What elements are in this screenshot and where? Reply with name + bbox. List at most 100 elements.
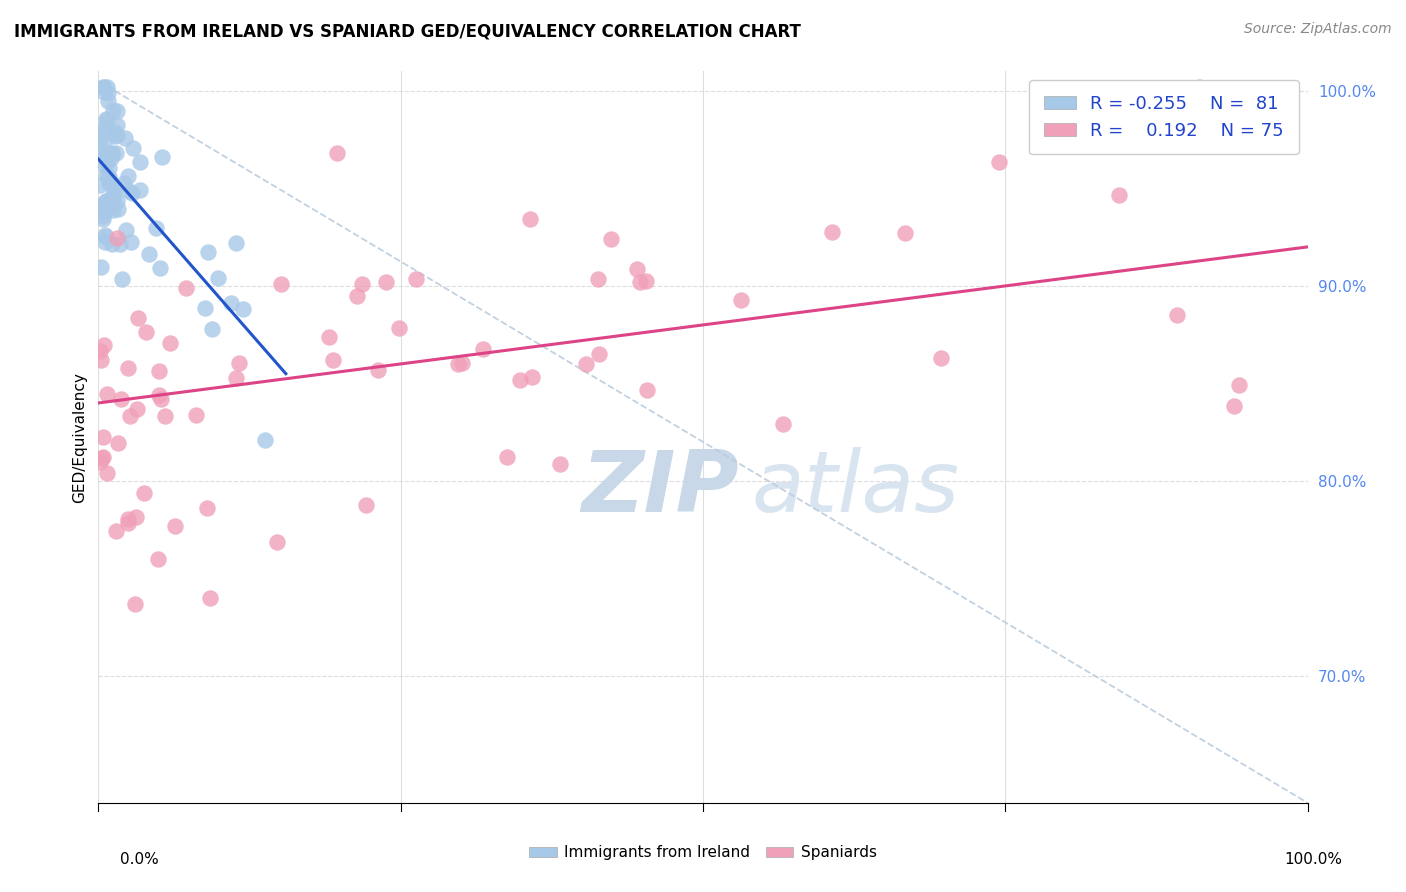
Point [94,235,117,249]
Point [104,146,127,161]
Point [120,409,142,424]
Point [103,186,125,200]
Point [820,225,842,239]
Text: atlas: atlas [751,447,959,530]
Point [96,202,118,217]
Point [1108,187,1130,202]
Point [266,535,288,549]
Point [1223,400,1246,414]
Point [135,325,157,339]
Point [107,436,129,450]
Point [97,161,120,176]
Point [254,433,277,447]
Point [93,150,115,164]
Point [98,200,121,214]
Point [117,184,139,198]
Point [89,140,111,154]
Point [96,194,118,209]
Point [588,272,610,286]
Point [97,169,120,184]
Point [91,211,114,226]
Point [148,551,170,566]
Point [96,79,118,94]
Point [94,230,117,244]
Point [114,130,136,145]
Point [115,223,138,237]
Point [93,158,115,172]
Point [101,187,124,202]
Point [148,364,170,378]
Point [153,409,176,423]
Point [772,417,794,432]
Point [96,387,118,401]
Point [93,86,115,100]
Point [107,202,129,216]
Point [626,261,648,276]
Point [101,236,124,251]
Point [322,352,344,367]
Point [1188,79,1211,94]
Point [108,237,131,252]
Point [101,191,124,205]
Point [93,450,115,464]
Point [194,301,217,315]
Point [98,176,121,190]
Y-axis label: GED/Equivalency: GED/Equivalency [72,372,87,502]
Point [149,260,172,275]
Point [104,178,127,193]
Point [225,370,247,384]
Point [588,347,610,361]
Point [90,353,112,368]
Point [346,289,368,303]
Point [987,155,1010,169]
Point [471,342,494,356]
Point [225,235,247,250]
Point [1227,377,1250,392]
Point [1166,308,1188,322]
Point [174,281,197,295]
Point [124,597,146,611]
Point [96,120,118,135]
Point [117,169,139,184]
Point [495,450,517,464]
Point [90,146,112,161]
Point [270,277,292,292]
Point [104,129,127,144]
Point [159,336,181,351]
Point [145,221,167,235]
Point [184,408,207,422]
Point [89,178,111,192]
Point [125,509,148,524]
Point [228,356,250,370]
Point [93,209,115,223]
Point [89,455,111,469]
Point [98,150,121,164]
Text: ZIP: ZIP [582,447,740,530]
Point [201,321,224,335]
Point [198,591,221,606]
Point [520,370,543,384]
Point [120,235,142,250]
Point [105,103,128,118]
Point [97,170,120,185]
Point [375,275,398,289]
Point [90,260,112,274]
Point [97,94,120,108]
Point [550,457,572,471]
Point [96,194,118,208]
Point [519,211,541,226]
Point [96,466,118,480]
Point [105,231,128,245]
Point [599,232,621,246]
Point [148,388,170,402]
Point [111,272,134,286]
Point [101,103,124,118]
Point [326,145,349,160]
Point [101,203,124,218]
Point [117,511,139,525]
Point [138,246,160,260]
Point [100,152,122,166]
Point [929,351,952,365]
Point [104,125,127,139]
Point [509,374,531,388]
